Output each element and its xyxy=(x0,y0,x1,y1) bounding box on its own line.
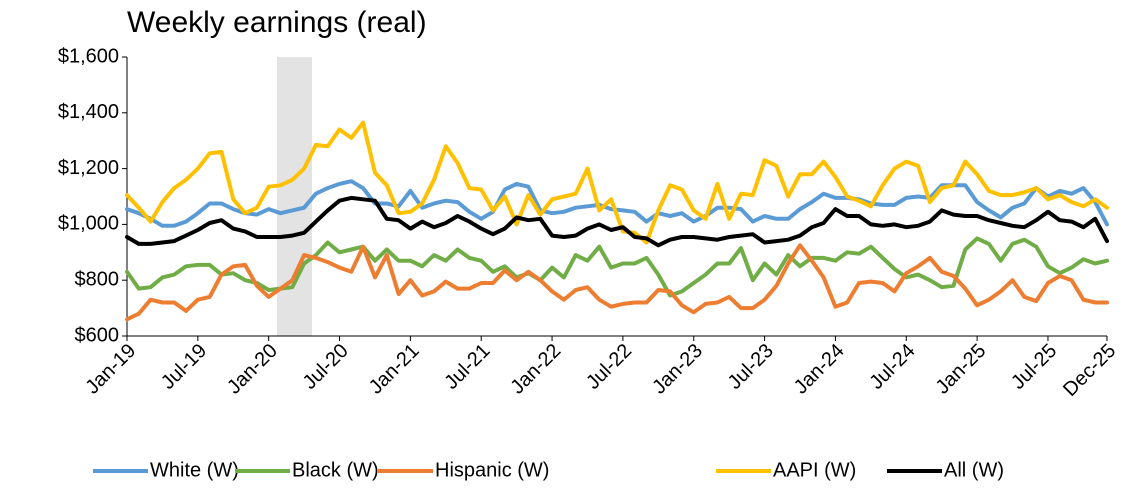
legend-label: Hispanic (W) xyxy=(435,459,549,481)
legend-label: AAPI (W) xyxy=(773,459,856,481)
x-tick-label: Jan-21 xyxy=(365,340,424,399)
x-tick-label: Jan-22 xyxy=(507,340,566,399)
legend-label: White (W) xyxy=(150,459,239,481)
x-tick-label: Jan-23 xyxy=(648,340,707,399)
x-tick-label: Jul-21 xyxy=(440,340,494,394)
y-tick-label: $1,400 xyxy=(58,101,119,123)
x-tick-label: Jan-24 xyxy=(790,340,849,399)
x-tick-label: Jul-24 xyxy=(865,340,919,394)
chart-title: Weekly earnings (real) xyxy=(127,6,427,39)
series-line xyxy=(125,243,1109,322)
y-tick-label: $1,600 xyxy=(58,45,119,67)
recession-shade xyxy=(277,57,312,336)
x-tick-label: Jan-25 xyxy=(932,340,991,399)
x-tick-label: Jan-19 xyxy=(81,340,140,399)
x-tick-label: Jan-20 xyxy=(223,340,282,399)
y-tick-label: $600 xyxy=(75,324,120,346)
legend-label: Black (W) xyxy=(292,459,379,481)
x-tick-label: Dec-25 xyxy=(1059,340,1120,401)
series-line xyxy=(125,120,1109,245)
x-tick-label: Jul-25 xyxy=(1007,340,1061,394)
series-line xyxy=(125,236,1109,298)
x-tick-label: Jul-20 xyxy=(299,340,353,394)
series-line xyxy=(125,195,1109,248)
x-tick-label: Jul-19 xyxy=(157,340,211,394)
y-tick-label: $1,200 xyxy=(58,157,119,179)
legend-label: All (W) xyxy=(944,459,1004,481)
x-tick-label: Jul-23 xyxy=(724,340,778,394)
y-tick-label: $1,000 xyxy=(58,213,119,235)
y-tick-label: $800 xyxy=(75,268,120,290)
x-tick-label: Jul-22 xyxy=(582,340,636,394)
